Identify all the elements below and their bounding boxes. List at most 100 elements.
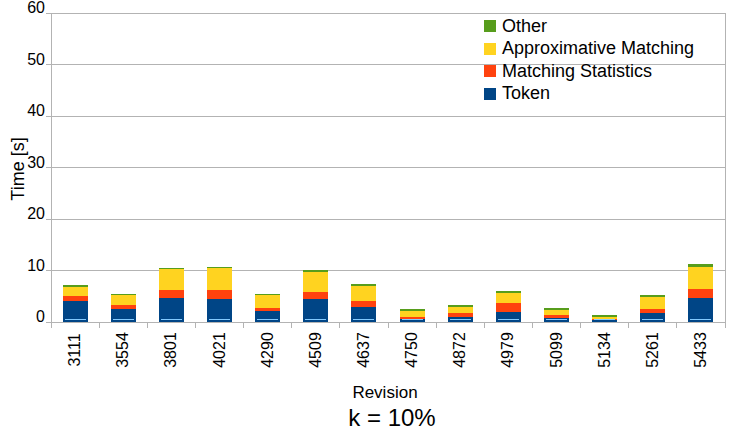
- gridline: [51, 13, 725, 14]
- legend-item: Other: [484, 15, 547, 37]
- bar-segment-other: [400, 309, 425, 310]
- bar-segment-matching-statistics: [351, 301, 376, 306]
- bar-segment-approximative-matching: [496, 293, 521, 303]
- bar-bottom-highlight: [450, 319, 471, 320]
- bar-segment-matching-statistics: [255, 308, 280, 311]
- x-axis-tick: [628, 322, 629, 328]
- bar-segment-other: [351, 284, 376, 286]
- x-tick-label: 5261: [645, 330, 661, 370]
- x-tick-label: 4872: [452, 330, 468, 370]
- legend-label: Other: [502, 17, 547, 36]
- bar-bottom-highlight: [305, 319, 326, 320]
- legend-item: Approximative Matching: [484, 38, 694, 60]
- x-tick-label: 3801: [163, 330, 179, 370]
- y-tick-label: 60: [0, 0, 45, 16]
- x-tick-label: 4979: [500, 330, 516, 370]
- bar-bottom-highlight: [257, 319, 278, 320]
- x-axis-tick: [580, 322, 581, 328]
- x-tick-label: 5099: [549, 330, 565, 370]
- legend-swatch-approximative-matching: [484, 43, 496, 55]
- bar-segment-matching-statistics: [640, 309, 665, 312]
- bar-segment-matching-statistics: [544, 315, 569, 318]
- y-tick-label: 10: [0, 258, 45, 274]
- bar-segment-other: [63, 285, 88, 287]
- bar-segment-other: [592, 315, 617, 317]
- x-axis-tick: [243, 322, 244, 328]
- bar-segment-token: [255, 311, 280, 322]
- bar-segment-token: [111, 309, 136, 322]
- legend-item: Token: [484, 83, 550, 105]
- x-axis-tick: [676, 322, 677, 328]
- y-tick-label: 50: [0, 52, 45, 68]
- x-tick-label: 4637: [356, 330, 372, 370]
- gridline: [51, 270, 725, 271]
- bar-segment-matching-statistics: [111, 305, 136, 309]
- bar-bottom-highlight: [161, 319, 182, 320]
- bar-segment-other: [207, 267, 232, 268]
- bar-segment-token: [496, 312, 521, 322]
- legend-label: Token: [502, 84, 550, 103]
- x-axis-tick: [532, 322, 533, 328]
- legend-item: Matching Statistics: [484, 60, 652, 82]
- bar-segment-token: [640, 313, 665, 322]
- legend-label: Approximative Matching: [502, 39, 694, 58]
- bar-bottom-highlight: [402, 319, 423, 320]
- bar-bottom-highlight: [65, 319, 86, 320]
- bar-segment-matching-statistics: [207, 290, 232, 299]
- x-axis-tick: [147, 322, 148, 328]
- legend-label: Matching Statistics: [502, 62, 652, 81]
- gridline: [51, 167, 725, 168]
- bar-segment-matching-statistics: [496, 303, 521, 312]
- bar-segment-approximative-matching: [207, 268, 232, 289]
- bar-segment-other: [688, 264, 713, 267]
- bar-segment-other: [544, 308, 569, 310]
- bar-segment-approximative-matching: [63, 287, 88, 297]
- bar-segment-matching-statistics: [159, 290, 184, 298]
- legend-swatch-token: [484, 88, 496, 100]
- bar-segment-approximative-matching: [159, 269, 184, 290]
- bar-segment-approximative-matching: [544, 310, 569, 316]
- x-axis-tick: [195, 322, 196, 328]
- bar-segment-approximative-matching: [640, 297, 665, 310]
- x-tick-label: 4021: [212, 330, 228, 370]
- x-tick-label: 4750: [404, 330, 420, 370]
- y-tick-label: 40: [0, 103, 45, 119]
- bar-segment-other: [111, 294, 136, 295]
- bar-segment-approximative-matching: [351, 286, 376, 301]
- legend-swatch-other: [484, 20, 496, 32]
- bar-segment-matching-statistics: [688, 289, 713, 299]
- y-tick-label: 30: [0, 155, 45, 171]
- bar-segment-other: [255, 294, 280, 296]
- bar-bottom-highlight: [113, 319, 134, 320]
- chart-title: k = 10%: [6, 406, 733, 430]
- bar-segment-matching-statistics: [448, 313, 473, 317]
- bar-bottom-highlight: [642, 319, 663, 320]
- bar-segment-approximative-matching: [688, 267, 713, 289]
- gridline: [51, 116, 725, 117]
- bar-segment-other: [640, 295, 665, 297]
- bar-bottom-highlight: [690, 319, 711, 320]
- bar-segment-other: [496, 291, 521, 293]
- y-tick-label: 20: [0, 206, 45, 222]
- bar-bottom-highlight: [498, 319, 519, 320]
- y-axis-line: [51, 13, 52, 328]
- bar-segment-approximative-matching: [303, 272, 328, 292]
- bar-segment-matching-statistics: [303, 292, 328, 300]
- gridline: [51, 219, 725, 220]
- bar-segment-approximative-matching: [255, 295, 280, 308]
- x-tick-label: 5433: [693, 330, 709, 370]
- x-axis-tick: [291, 322, 292, 328]
- y-tick-label: 0: [0, 309, 45, 325]
- bar-bottom-highlight: [546, 319, 567, 320]
- bar-segment-matching-statistics: [63, 296, 88, 301]
- bar-segment-approximative-matching: [400, 311, 425, 317]
- x-tick-label: 4509: [308, 330, 324, 370]
- x-tick-label: 3111: [67, 330, 83, 370]
- x-axis-title: Revision: [0, 384, 733, 401]
- bar-segment-approximative-matching: [111, 295, 136, 305]
- x-axis-tick: [51, 322, 52, 328]
- x-tick-label: 5134: [597, 330, 613, 370]
- stacked-bar-chart: Time [s] Revision k = 10% 01020304050603…: [0, 0, 733, 435]
- x-axis-tick: [388, 322, 389, 328]
- bar-segment-other: [303, 270, 328, 272]
